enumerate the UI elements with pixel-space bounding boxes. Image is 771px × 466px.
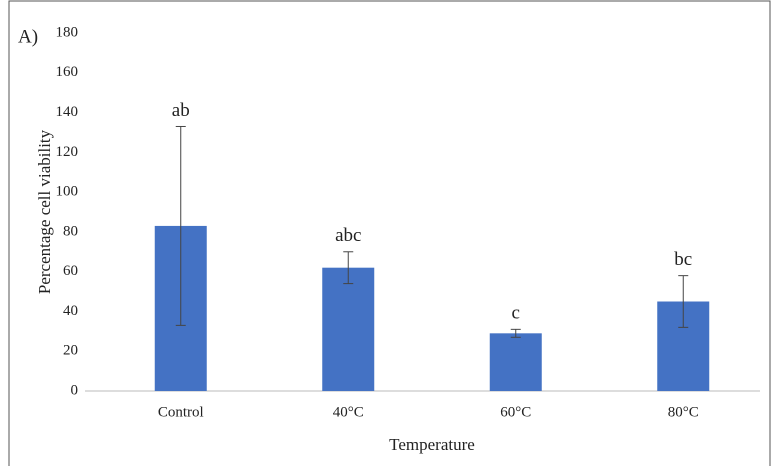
annotation: bc (674, 249, 692, 270)
x-tick-label: 40°C (333, 404, 364, 420)
x-tick-label: 60°C (500, 404, 531, 420)
x-tick-label: Control (158, 404, 204, 420)
x-axis-title: Temperature (389, 435, 475, 454)
y-tick-label: 100 (56, 184, 79, 200)
error-bar (175, 125, 186, 326)
y-tick-label: 60 (63, 263, 78, 279)
y-axis-title: Percentage cell viability (35, 129, 54, 294)
error-bar (510, 328, 521, 338)
frame (8, 0, 771, 466)
y-tick-label: 40 (63, 303, 78, 319)
y-tick-label: 140 (56, 104, 79, 120)
panel-label: A) (18, 26, 38, 47)
y-tick-label: 160 (56, 64, 79, 80)
y-tick-label: 120 (56, 144, 79, 160)
bar (322, 267, 375, 391)
y-tick-label: 80 (63, 223, 78, 239)
bar (489, 333, 542, 391)
annotation: ab (172, 100, 190, 121)
error-bar (678, 275, 689, 328)
y-tick-label: 180 (56, 24, 79, 40)
annotation: abc (335, 225, 361, 246)
error-bar (343, 251, 354, 285)
y-tick-label: 20 (63, 343, 78, 359)
x-tick-label: 80°C (668, 404, 699, 420)
annotation: c (512, 303, 520, 324)
y-tick-label: 0 (71, 382, 79, 398)
